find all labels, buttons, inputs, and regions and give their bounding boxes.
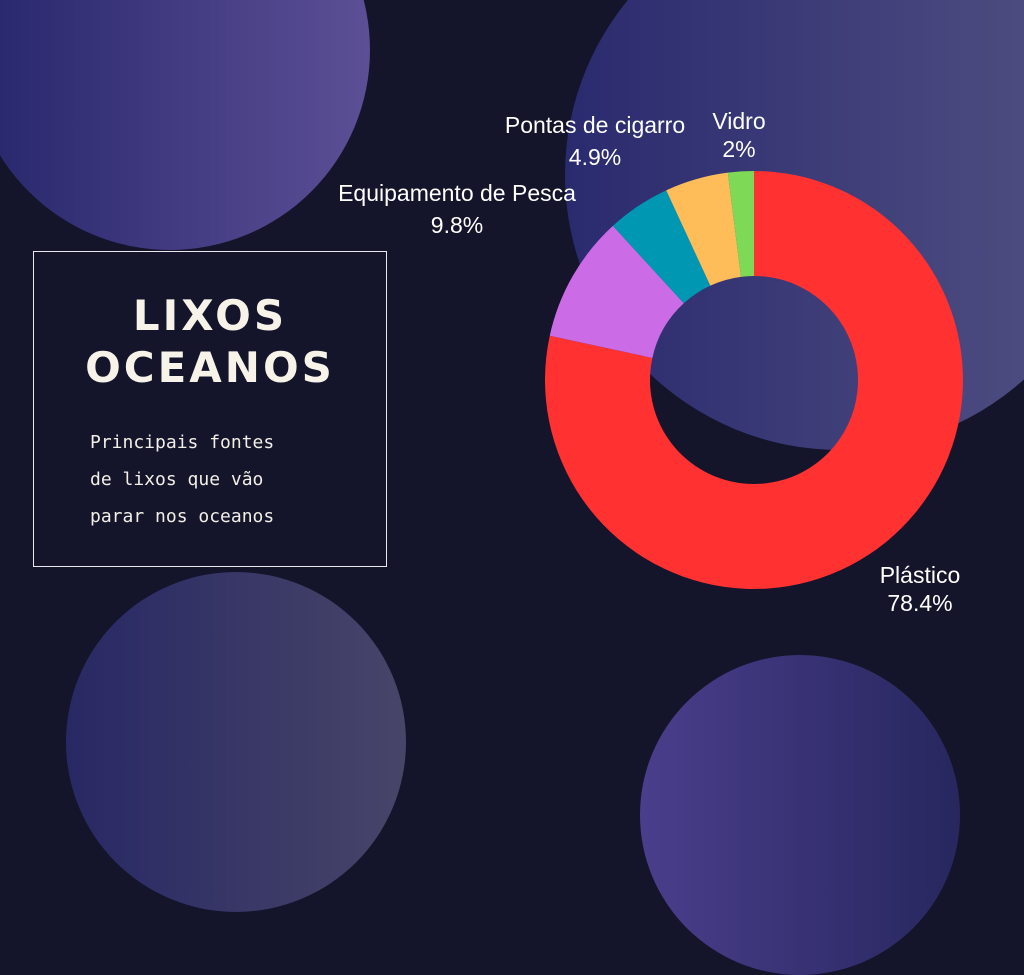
- subtitle-line-2: de lixos que vão: [90, 469, 264, 490]
- page-title: LIXOS OCEANOS: [34, 290, 386, 394]
- slice-value-label: 2%: [722, 136, 755, 162]
- slice-equipamento-pesca: [549, 225, 684, 358]
- subtitle-line-1: Principais fontes: [90, 432, 275, 453]
- slice-label: Vidro: [712, 108, 765, 134]
- slice-plastico: [545, 171, 963, 589]
- slice-value-label: 78.4%: [887, 590, 952, 616]
- title-card: LIXOS OCEANOS Principais fontes de lixos…: [33, 251, 387, 567]
- slice-label: Equipamento de Pesca: [338, 180, 576, 206]
- subtitle-line-3: parar nos oceanos: [90, 506, 275, 527]
- slice-value-label: 9.8%: [431, 212, 483, 238]
- slice-label: Pontas de cigarro: [505, 112, 685, 138]
- title-line-2: OCEANOS: [85, 343, 335, 392]
- title-line-1: LIXOS: [132, 291, 288, 340]
- slice-label: Plástico: [880, 562, 961, 588]
- slice-pontas-cigarro: [666, 172, 741, 286]
- slice-teal: [612, 190, 711, 304]
- slice-value-label: 4.9%: [569, 144, 621, 170]
- slice-vidro: [727, 171, 754, 277]
- subtitle: Principais fontes de lixos que vão parar…: [90, 424, 370, 535]
